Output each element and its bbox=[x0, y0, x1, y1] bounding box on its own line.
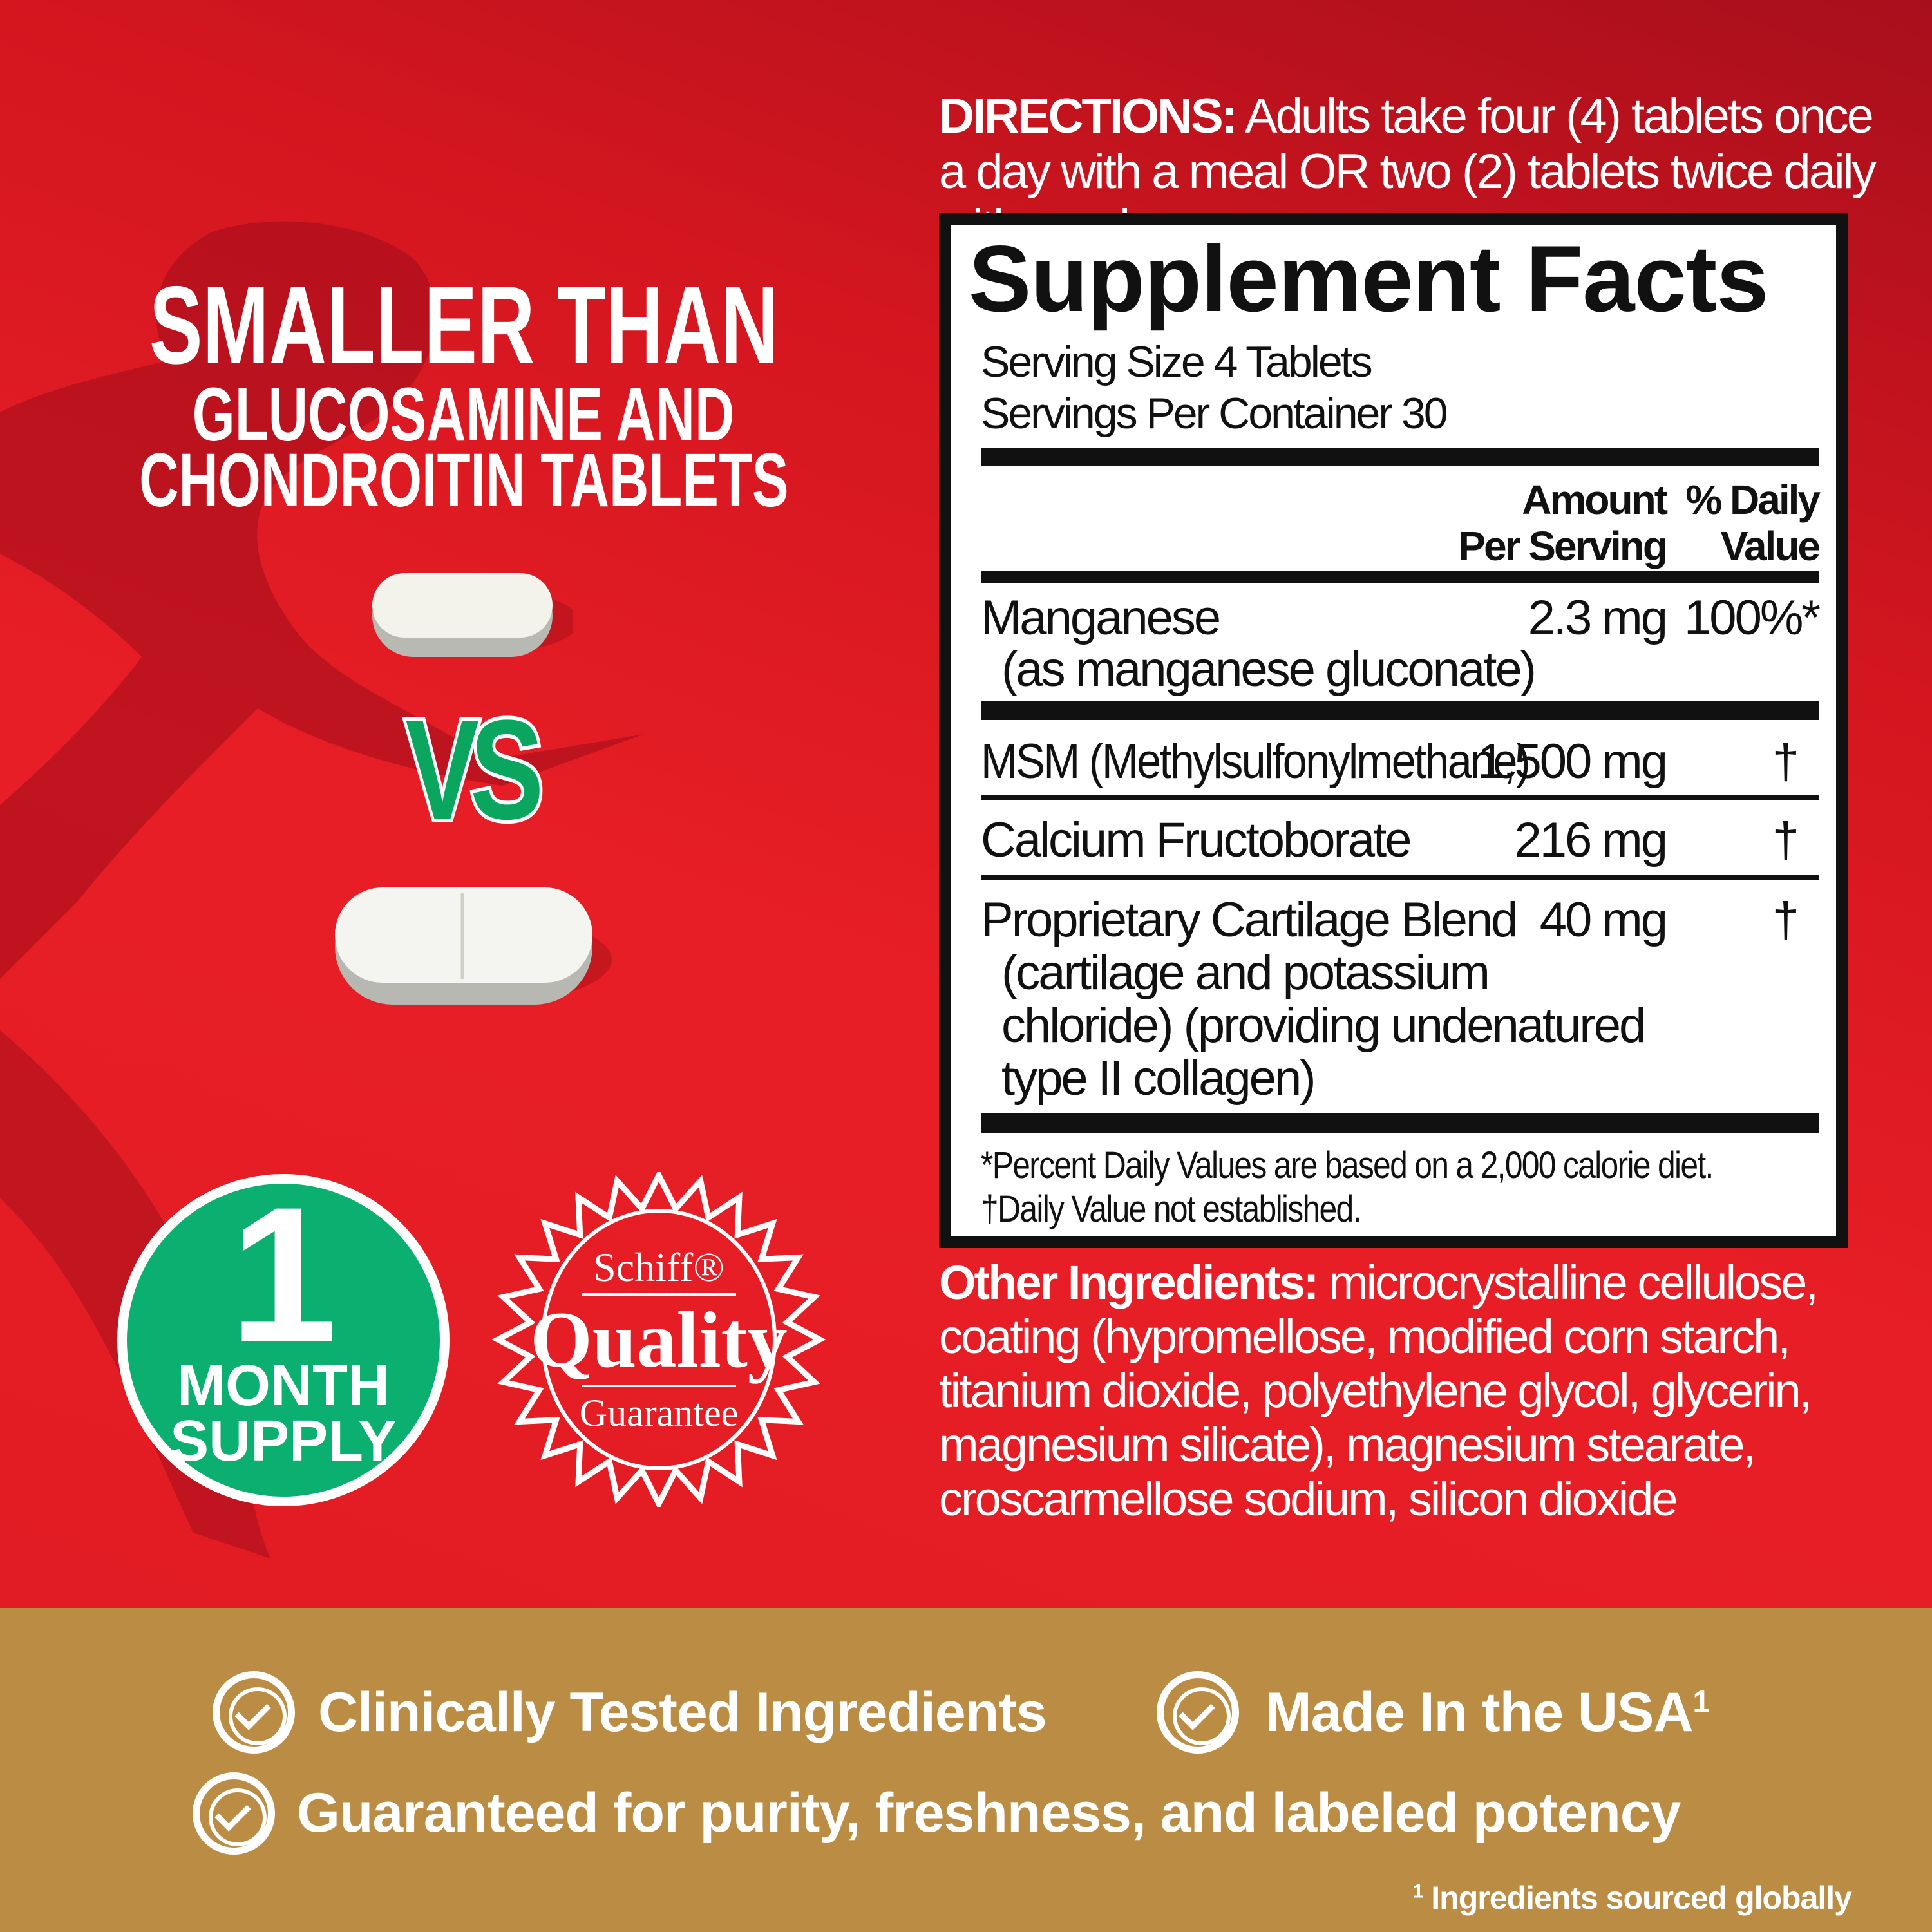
starburst-edge bbox=[491, 1169, 826, 1510]
seal-brand: Schiff® bbox=[593, 1244, 724, 1290]
seal-divider bbox=[582, 1385, 736, 1387]
starburst-outline-icon bbox=[491, 1169, 826, 1510]
servings-per-container: Servings Per Container 30 bbox=[981, 389, 1448, 438]
seal-quality: Quality bbox=[530, 1296, 788, 1384]
divider bbox=[981, 795, 1819, 800]
check-circle-icon bbox=[213, 1671, 295, 1754]
seal-divider bbox=[582, 1293, 736, 1296]
headline-smaller-than: SMALLER THAN bbox=[149, 263, 779, 387]
seal-inner-ring bbox=[541, 1209, 777, 1470]
nutrient-dv: † bbox=[1772, 893, 1799, 947]
footnote-not-established: †Daily Value not established. bbox=[981, 1188, 1361, 1230]
badge-supply: SUPPLY bbox=[170, 1409, 397, 1473]
divider bbox=[981, 571, 1819, 583]
facts-title: Supplement Facts bbox=[969, 226, 1768, 331]
directions-text: DIRECTIONS: Adults take four (4) tablets… bbox=[939, 89, 1877, 254]
divider-thick bbox=[981, 448, 1819, 466]
large-tablet-image bbox=[335, 887, 612, 1005]
footnote-sourced-globally: 1 Ingredients sourced globally bbox=[1412, 1880, 1852, 1916]
nutrient-name: Manganese bbox=[981, 591, 1221, 645]
nutrient-amount: 40 mg bbox=[1539, 893, 1668, 947]
supplement-facts-panel: Supplement Facts Serving Size 4 Tablets … bbox=[939, 213, 1848, 1248]
nutrient-name: Calcium Fructoborate bbox=[981, 813, 1412, 867]
other-ingredients-text: Other Ingredients: microcrystalline cell… bbox=[939, 1256, 1819, 1526]
nutrient-sub: chloride) (providing undenatured bbox=[1001, 998, 1646, 1053]
nutrient-dv: † bbox=[1772, 734, 1799, 789]
nutrient-dv: † bbox=[1772, 813, 1799, 867]
footnote-daily-values: *Percent Daily Values are based on a 2,0… bbox=[981, 1144, 1714, 1186]
seal-guarantee: Guarantee bbox=[579, 1392, 739, 1434]
col-amount-header: Amount Per Serving bbox=[1458, 477, 1668, 569]
claim-guaranteed-purity: Guaranteed for purity, freshness, and la… bbox=[297, 1782, 1681, 1844]
divider-thick bbox=[981, 1113, 1819, 1133]
claims-band: Clinically Tested Ingredients Made In th… bbox=[0, 1608, 1932, 1932]
vs-label: VS bbox=[402, 690, 547, 849]
nutrient-sub: (as manganese gluconate) bbox=[1001, 642, 1537, 697]
divider bbox=[981, 875, 1819, 880]
nutrient-amount: 2.3 mg bbox=[1528, 591, 1668, 645]
claim-clinically-tested: Clinically Tested Ingredients bbox=[318, 1681, 1047, 1743]
nutrient-sub: type II collagen) bbox=[1001, 1051, 1316, 1106]
claim-made-in-usa: Made In the USA1 bbox=[1265, 1681, 1710, 1743]
serving-size: Serving Size 4 Tablets bbox=[981, 337, 1373, 386]
badge-number: 1 bbox=[229, 1166, 337, 1383]
divider-thick bbox=[981, 701, 1819, 720]
badge-month: MONTH bbox=[177, 1354, 390, 1418]
nutrient-name: MSM (Methylsulfonylmethane) bbox=[981, 734, 1531, 789]
nutrient-amount: 216 mg bbox=[1514, 813, 1668, 867]
check-circle-icon bbox=[193, 1772, 275, 1855]
nutrient-amount: 1,500 mg bbox=[1477, 734, 1668, 789]
quality-guarantee-seal: Schiff® Quality Guarantee bbox=[491, 1169, 826, 1510]
nutrient-name: Proprietary Cartilage Blend bbox=[981, 893, 1518, 947]
check-circle-icon bbox=[1157, 1671, 1239, 1754]
nutrient-sub: (cartilage and potassium bbox=[1001, 945, 1490, 1000]
one-month-supply-badge: 1 MONTH SUPPLY bbox=[117, 1174, 450, 1506]
headline-chondroitin: CHONDROITIN TABLETS bbox=[138, 438, 789, 523]
nutrient-dv: 100%* bbox=[1684, 591, 1821, 645]
small-tablet-image bbox=[372, 573, 573, 657]
headline-glucosamine: GLUCOSAMINE AND bbox=[193, 372, 735, 457]
col-dv-header: % Daily Value bbox=[1685, 477, 1821, 569]
